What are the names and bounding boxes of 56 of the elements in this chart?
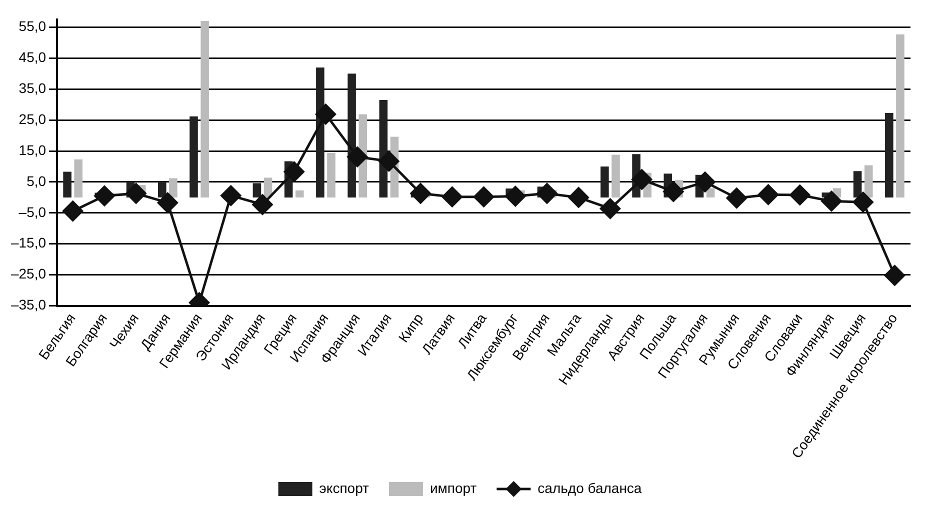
point xyxy=(663,181,684,202)
y-tick-label: 25,0 xyxy=(18,110,46,127)
point xyxy=(62,200,84,222)
point xyxy=(252,194,273,215)
point xyxy=(378,150,400,172)
point xyxy=(536,183,558,204)
y-tick-label: 45,0 xyxy=(18,49,46,66)
legend-label: импорт xyxy=(430,480,478,496)
bar xyxy=(600,166,609,198)
bar xyxy=(190,116,198,198)
point xyxy=(126,183,146,204)
point xyxy=(632,169,652,190)
y-tick-label: –25,0 xyxy=(10,266,46,282)
legend-label: сальдо баланса xyxy=(538,480,642,496)
bar xyxy=(252,183,262,198)
y-tick-label: –5,0 xyxy=(18,204,46,220)
y-tick-label: 35,0 xyxy=(18,80,46,96)
point xyxy=(568,187,589,208)
bar xyxy=(853,171,862,198)
bar xyxy=(200,21,209,198)
bar xyxy=(885,112,894,198)
point xyxy=(852,192,874,212)
bar xyxy=(63,172,72,198)
bar xyxy=(706,188,715,198)
point xyxy=(505,186,526,206)
point xyxy=(347,146,368,168)
point xyxy=(726,188,747,208)
point xyxy=(790,184,810,206)
bar xyxy=(612,154,620,198)
bar xyxy=(295,190,304,198)
point xyxy=(694,172,716,192)
point xyxy=(284,162,304,182)
point xyxy=(410,183,431,204)
point xyxy=(758,184,779,205)
point xyxy=(884,265,905,286)
point xyxy=(157,192,178,213)
bar xyxy=(896,34,904,198)
legend-label: экспорт xyxy=(319,480,370,496)
bar xyxy=(158,182,166,198)
point xyxy=(220,185,242,206)
point xyxy=(821,190,842,212)
y-tick-label: –15,0 xyxy=(10,234,46,251)
bar xyxy=(864,165,873,198)
point xyxy=(315,104,336,124)
point xyxy=(442,186,462,208)
bar xyxy=(74,159,83,198)
bar xyxy=(327,152,336,198)
y-tick-label: 5,0 xyxy=(26,172,46,189)
point xyxy=(94,186,115,206)
y-tick-label: 55,0 xyxy=(18,18,46,34)
bar xyxy=(264,178,272,198)
point xyxy=(600,198,620,219)
y-tick-label: –35,0 xyxy=(10,296,46,313)
point xyxy=(474,186,494,208)
bar xyxy=(169,178,178,198)
y-tick-label: 15,0 xyxy=(18,142,46,158)
